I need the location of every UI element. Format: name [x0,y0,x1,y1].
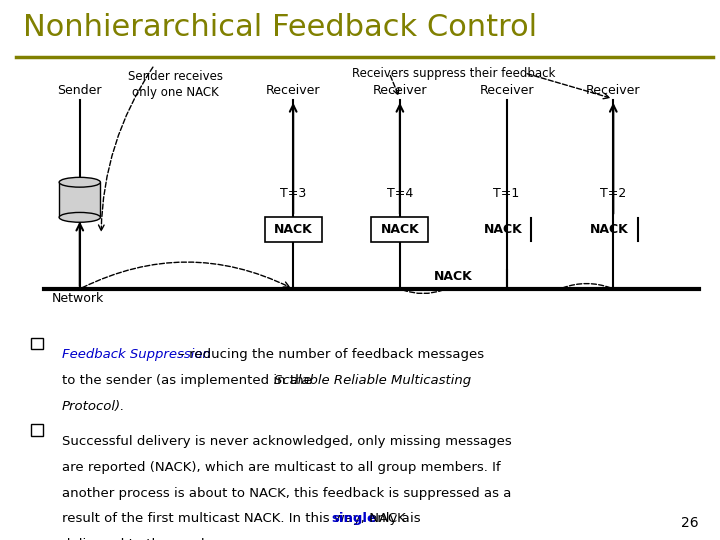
Text: NACK: NACK [434,271,472,284]
Text: Sender: Sender [58,84,102,97]
Text: – reducing the number of feedback messages: – reducing the number of feedback messag… [174,348,485,361]
Bar [32,338,42,349]
Text: NACK: NACK [274,223,312,236]
Text: to the sender (as implemented in the: to the sender (as implemented in the [62,374,316,387]
Bar [59,182,100,217]
Text: Sender receives
only one NACK: Sender receives only one NACK [128,70,223,99]
Text: Feedback Suppression: Feedback Suppression [62,348,211,361]
Ellipse shape [59,212,100,222]
Text: NACK: NACK [590,223,629,236]
Text: are reported (NACK), which are multicast to all group members. If: are reported (NACK), which are multicast… [62,461,500,474]
Text: NACK is: NACK is [365,512,420,525]
Text: Receiver: Receiver [586,84,641,97]
Text: Receivers suppress their feedback: Receivers suppress their feedback [351,68,555,80]
Ellipse shape [59,177,100,187]
Text: NACK: NACK [380,223,419,236]
Text: T=4: T=4 [387,187,413,200]
Text: 26: 26 [681,516,698,530]
Text: NACK: NACK [484,223,523,236]
Text: Successful delivery is never acknowledged, only missing messages: Successful delivery is never acknowledge… [62,435,512,448]
Text: Receiver: Receiver [480,84,534,97]
Bar [32,424,42,436]
Text: delivered to the sender.: delivered to the sender. [62,538,221,540]
Text: T=3: T=3 [280,187,306,200]
Text: result of the first multicast NACK. In this way, only a: result of the first multicast NACK. In t… [62,512,410,525]
Text: Scalable Reliable Multicasting: Scalable Reliable Multicasting [274,374,471,387]
Text: another process is about to NACK, this feedback is suppressed as a: another process is about to NACK, this f… [62,487,511,500]
Text: Network: Network [51,292,104,305]
FancyBboxPatch shape [265,217,322,242]
Text: T=1: T=1 [493,187,520,200]
Text: Protocol).: Protocol). [62,400,125,413]
FancyBboxPatch shape [372,217,428,242]
Text: single: single [331,512,376,525]
Text: T=2: T=2 [600,187,626,200]
Text: Receiver: Receiver [266,84,320,97]
Text: Nonhierarchical Feedback Control: Nonhierarchical Feedback Control [23,14,537,43]
Text: Receiver: Receiver [373,84,427,97]
